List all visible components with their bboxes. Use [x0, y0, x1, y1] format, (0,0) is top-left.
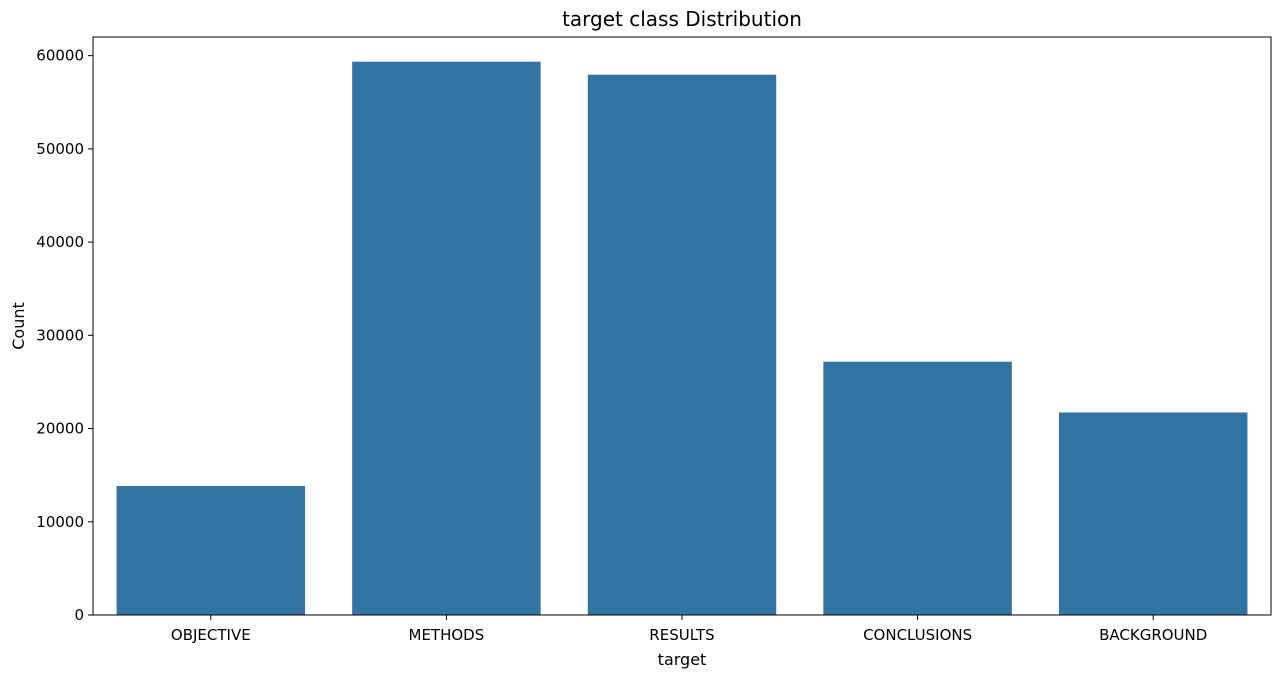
- chart-title: target class Distribution: [562, 7, 802, 31]
- y-tick-label: 30000: [36, 326, 84, 344]
- bar-results: [587, 74, 777, 615]
- y-tick-label: 0: [74, 606, 84, 624]
- y-tick-label: 60000: [36, 47, 84, 65]
- x-tick-label: OBJECTIVE: [171, 626, 251, 644]
- bars: [116, 61, 1248, 615]
- bar-objective: [116, 485, 306, 615]
- y-tick-label: 10000: [36, 513, 84, 531]
- y-axis-label: Count: [9, 302, 28, 350]
- x-tick-label: METHODS: [409, 626, 485, 644]
- y-tick-label: 50000: [36, 140, 84, 158]
- plot-frame: [92, 36, 1272, 616]
- x-tick-label: CONCLUSIONS: [863, 626, 972, 644]
- bar-methods: [352, 61, 541, 615]
- bar-background: [1058, 412, 1248, 615]
- y-tick-label: 40000: [36, 233, 84, 251]
- bar-conclusions: [823, 361, 1012, 615]
- y-tick-label: 20000: [36, 420, 84, 438]
- x-axis-label: target: [658, 650, 707, 669]
- x-tick-label: BACKGROUND: [1099, 626, 1207, 644]
- x-axis-ticks: OBJECTIVE METHODS RESULTS CONCLUSIONS BACKGR…: [171, 615, 1207, 644]
- y-axis-ticks: 0 10000 20000 30000 40000 50000 60000: [36, 47, 93, 624]
- x-tick-label: RESULTS: [649, 626, 714, 644]
